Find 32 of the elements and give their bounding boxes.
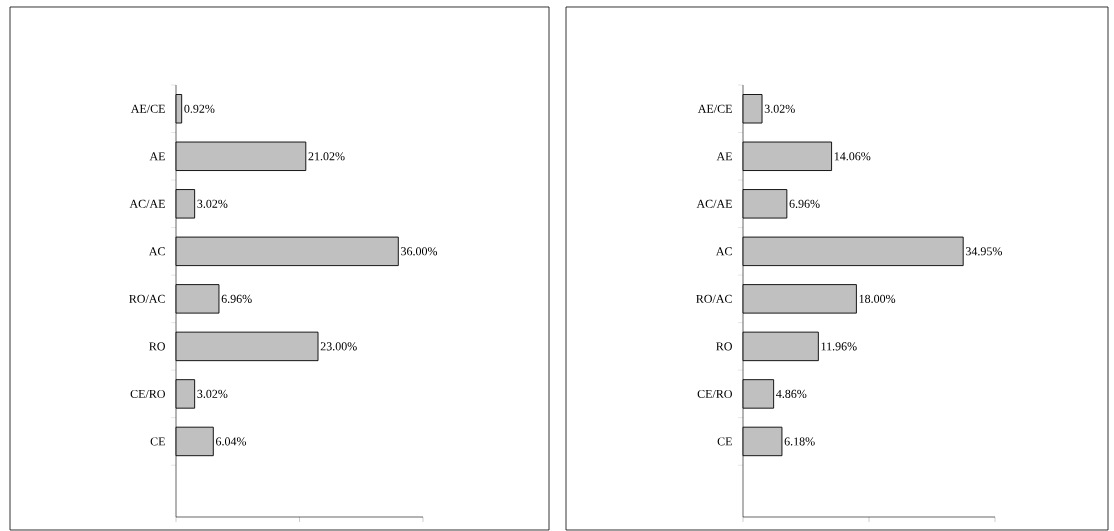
data-label: 11.96% xyxy=(821,342,857,351)
y-tick-label: AE/CE xyxy=(697,104,732,113)
data-label: 4.86% xyxy=(776,389,807,398)
y-tick-label: AE xyxy=(149,152,165,161)
data-label: 6.18% xyxy=(784,437,815,446)
y-tick-label: CE xyxy=(150,437,165,446)
data-label: 6.96% xyxy=(789,199,820,208)
data-label: 6.96% xyxy=(221,294,252,303)
data-label: 14.06% xyxy=(834,152,871,161)
data-label: 36.00% xyxy=(401,247,438,256)
data-label: 34.95% xyxy=(965,247,1002,256)
data-label: 6.04% xyxy=(216,437,247,446)
y-tick-label: AE/CE xyxy=(130,104,165,113)
y-tick-label: AC xyxy=(715,247,732,256)
data-label: 23.00% xyxy=(320,342,357,351)
y-tick-label: RO xyxy=(149,342,165,351)
y-tick-label: AC/AE xyxy=(129,199,165,208)
data-label: 3.02% xyxy=(197,389,228,398)
y-tick-label: RO/AC xyxy=(129,294,165,303)
data-label: 3.02% xyxy=(764,104,795,113)
data-label: 21.02% xyxy=(308,152,345,161)
data-label: 3.02% xyxy=(197,199,228,208)
y-tick-label: RO xyxy=(716,342,732,351)
y-tick-label: AC xyxy=(148,247,165,256)
y-tick-label: RO/AC xyxy=(696,294,732,303)
y-tick-label: AE xyxy=(716,152,732,161)
y-tick-label: CE/RO xyxy=(697,389,732,398)
data-label: 18.00% xyxy=(859,294,896,303)
data-label: 0.92% xyxy=(184,104,215,113)
y-tick-label: CE xyxy=(717,437,732,446)
y-tick-label: AC/AE xyxy=(696,199,732,208)
y-tick-label: CE/RO xyxy=(130,389,165,398)
